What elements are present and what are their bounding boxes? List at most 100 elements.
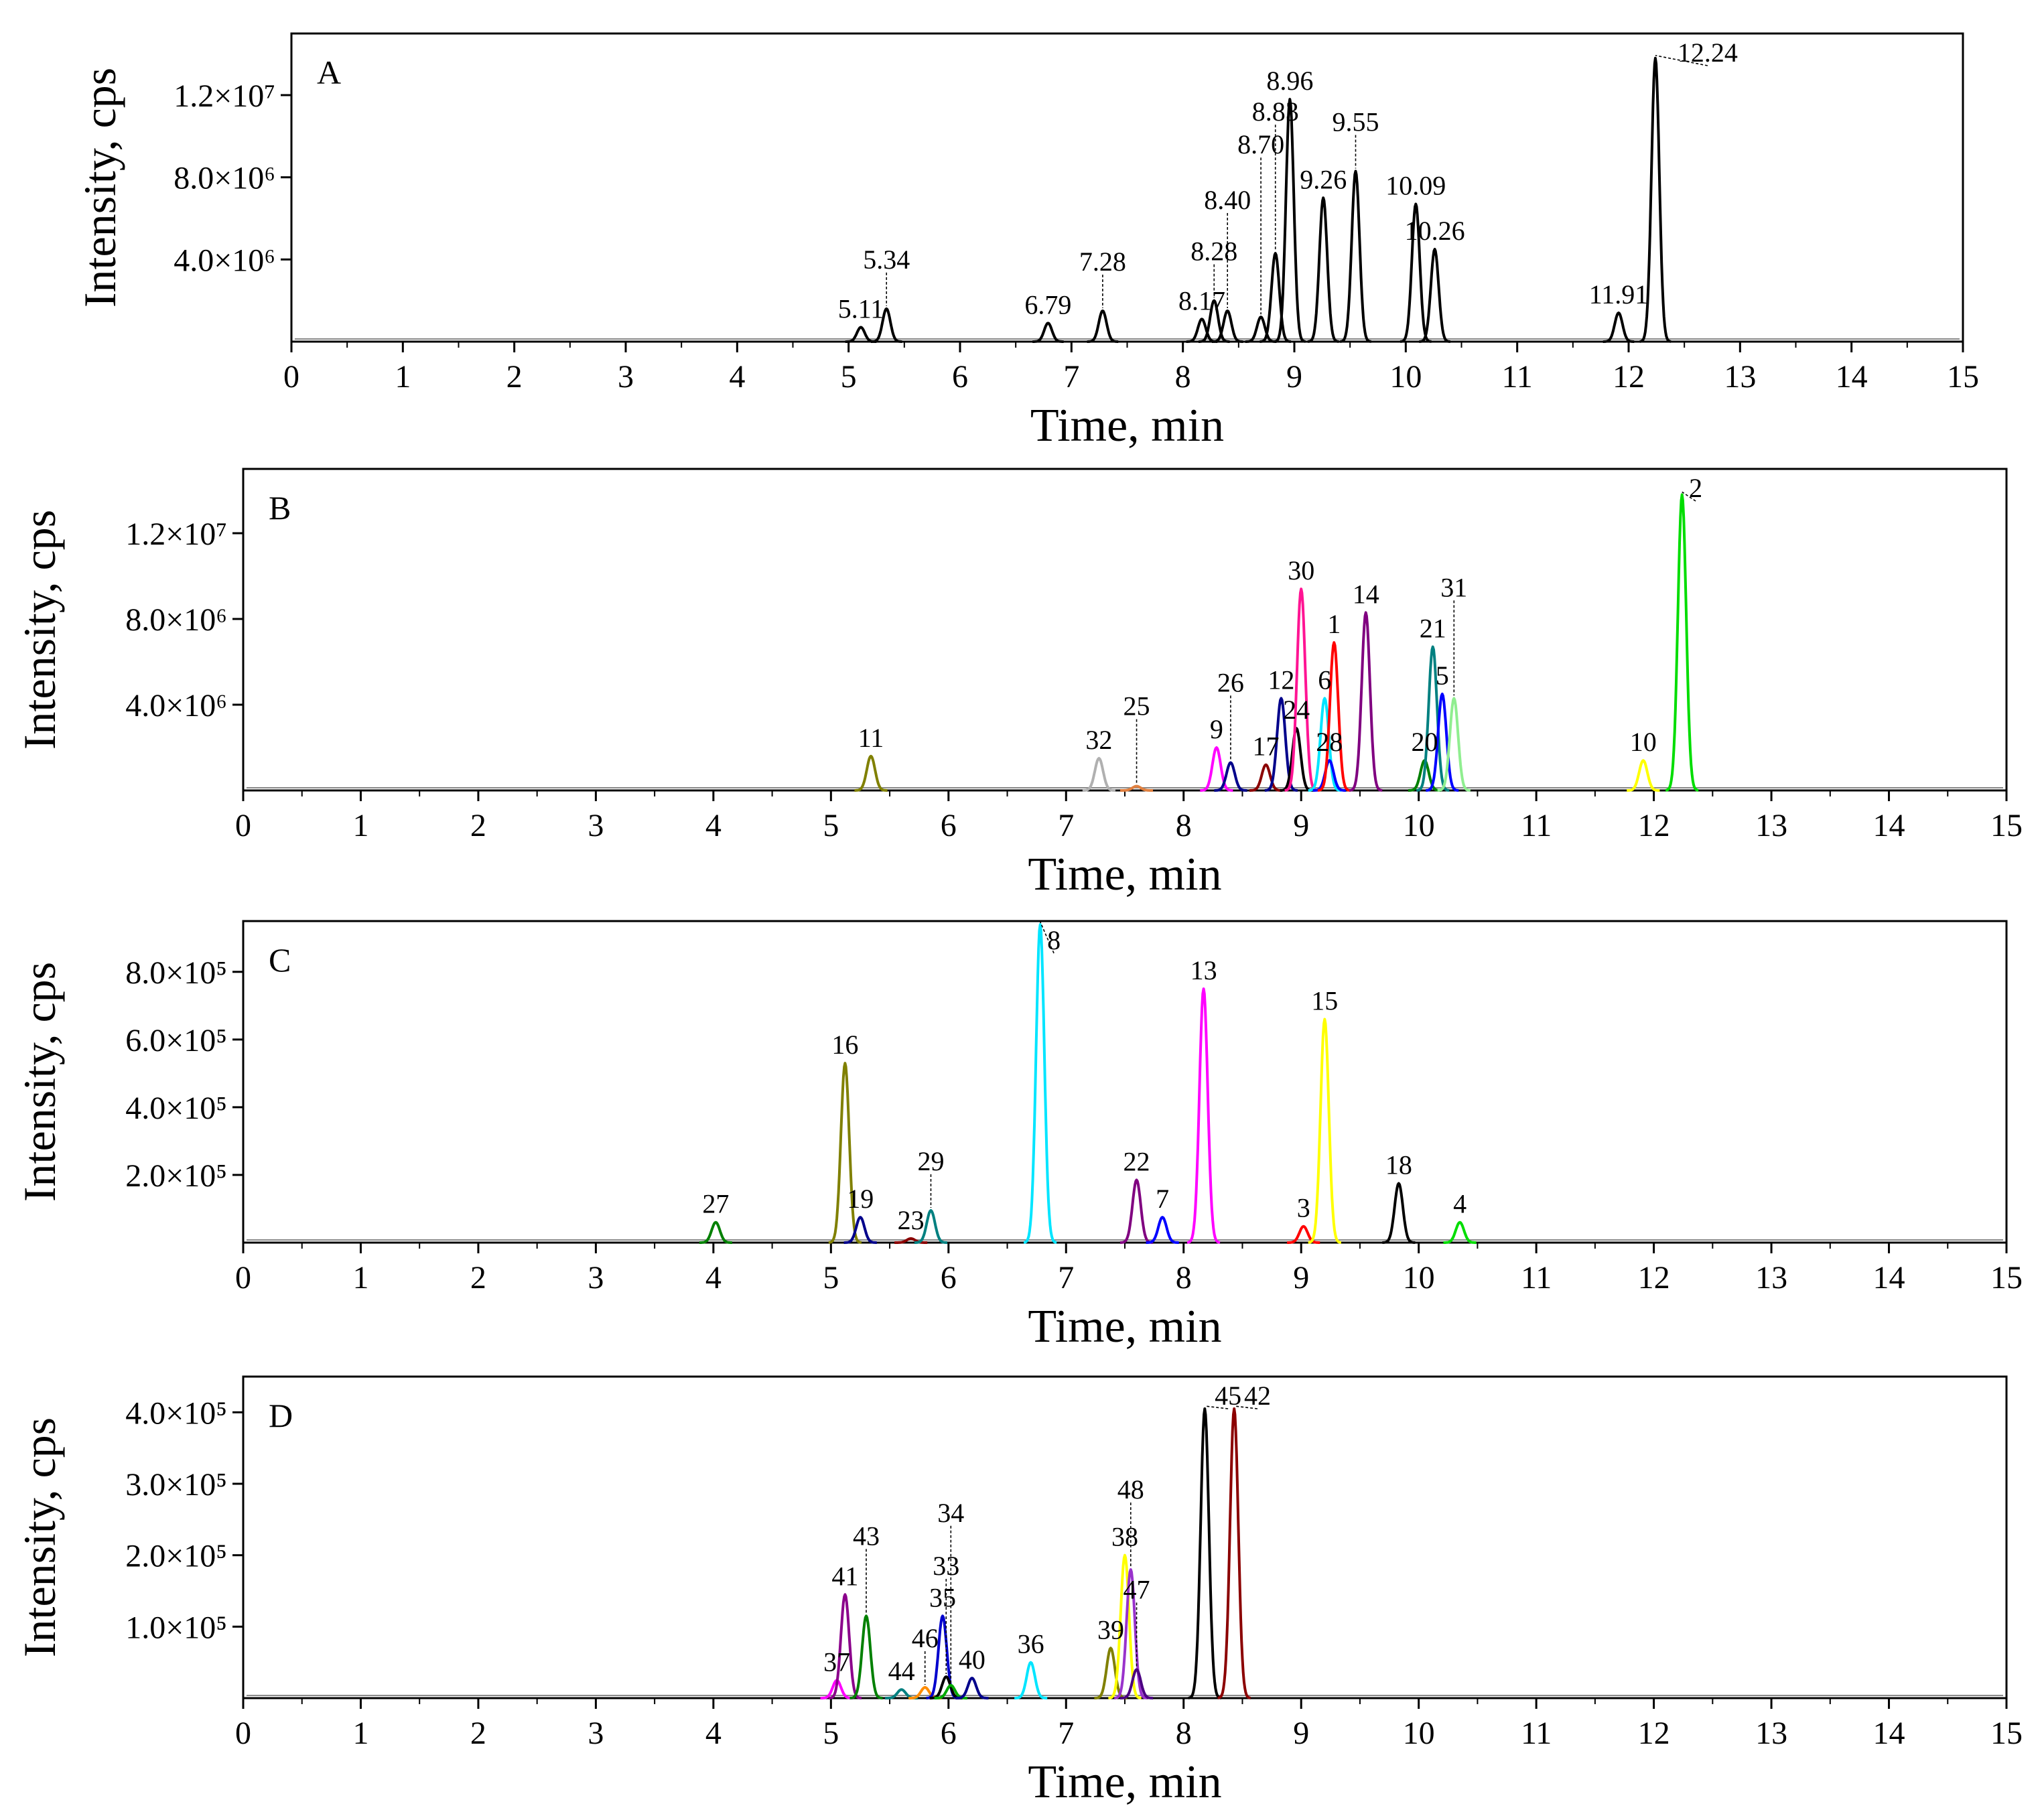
plot-frame [242, 468, 2008, 792]
peak-b-11 [854, 754, 888, 792]
x-axis-title: Time, min [1028, 1301, 1221, 1352]
plot-frame [242, 920, 2008, 1244]
peak-a-12.24 [1639, 56, 1672, 343]
y-tick-label: 2.0×10⁵ [125, 1539, 227, 1574]
peak-label: 4 [1453, 1189, 1467, 1219]
peak-label: 8.40 [1204, 185, 1251, 215]
peak-label: 39 [1097, 1614, 1124, 1645]
x-tick-label: 12 [1638, 808, 1670, 843]
peak-label: 9 [1210, 714, 1223, 744]
y-tick-label: 2.0×10⁵ [125, 1158, 227, 1194]
peak-a-8.96 [1274, 98, 1306, 343]
peak-label: 14 [1353, 579, 1379, 609]
y-tick-label: 1.0×10⁵ [125, 1610, 227, 1645]
x-tick-label: 14 [1873, 808, 1905, 843]
x-tick-label: 7 [1058, 808, 1074, 843]
peak-label: 12.24 [1678, 38, 1738, 68]
x-tick-label: 14 [1873, 1716, 1905, 1751]
x-tick-label: 13 [1755, 808, 1787, 843]
peak-label: 15 [1311, 986, 1338, 1016]
peak-label: 43 [853, 1521, 880, 1551]
x-tick-label: 2 [470, 1260, 486, 1296]
peak-d-36 [1014, 1661, 1048, 1699]
label-leader [1655, 55, 1708, 66]
x-tick-label: 14 [1836, 359, 1868, 395]
x-tick-label: 14 [1873, 1260, 1905, 1296]
x-tick-label: 6 [941, 1260, 957, 1296]
x-tick-label: 11 [1521, 808, 1552, 843]
peak-b-9 [1199, 746, 1234, 792]
peak-a-8.17 [1185, 318, 1219, 343]
y-tick-label: 4.0×10⁵ [125, 1395, 227, 1431]
peak-c-27 [699, 1221, 733, 1244]
peak-b-30 [1284, 587, 1318, 792]
x-tick-label: 3 [588, 1260, 604, 1296]
peak-label: 33 [933, 1551, 959, 1581]
peak-b-26 [1213, 761, 1248, 792]
peak-label: 10.09 [1385, 171, 1446, 201]
x-tick-label: 2 [470, 1716, 486, 1751]
peak-label: 34 [937, 1498, 964, 1528]
panel-label: C [269, 941, 291, 979]
peak-c-3 [1286, 1225, 1320, 1244]
peak-c-4 [1442, 1221, 1477, 1244]
x-tick-label: 0 [235, 808, 251, 843]
x-tick-label: 15 [1947, 359, 1979, 395]
peak-label: 44 [888, 1656, 915, 1686]
peak-b-6 [1308, 697, 1342, 792]
peak-d-43 [849, 1614, 884, 1699]
x-tick-label: 10 [1403, 1260, 1435, 1296]
peak-label: 46 [912, 1623, 939, 1653]
peak-c-23 [894, 1237, 928, 1244]
peak-a-8.40 [1211, 309, 1244, 343]
peak-label: 26 [1217, 667, 1244, 697]
peak-a-11.91 [1602, 311, 1635, 343]
peak-d-42 [1217, 1407, 1251, 1699]
peak-c-18 [1381, 1182, 1416, 1244]
x-tick-label: 9 [1293, 1716, 1309, 1751]
peak-d-48 [1113, 1568, 1148, 1699]
x-tick-label: 2 [470, 808, 486, 843]
peak-label: 9.55 [1332, 107, 1379, 137]
x-tick-label: 1 [352, 1260, 368, 1296]
peak-a-8.70 [1245, 316, 1278, 343]
peak-label: 48 [1117, 1474, 1144, 1505]
peak-label: 29 [917, 1146, 944, 1176]
peak-c-29 [914, 1209, 948, 1244]
peak-c-7 [1145, 1216, 1180, 1244]
x-tick-label: 2 [506, 359, 523, 395]
peak-label: 12 [1268, 665, 1294, 695]
y-axis-title: Intensity, cps [14, 510, 65, 750]
peak-b-2 [1665, 493, 1699, 792]
x-tick-label: 7 [1058, 1260, 1074, 1296]
peak-label: 38 [1111, 1522, 1138, 1552]
x-tick-label: 11 [1521, 1716, 1552, 1751]
x-tick-label: 0 [235, 1716, 251, 1751]
peak-label: 5.34 [863, 245, 910, 275]
peak-label: 37 [823, 1647, 850, 1677]
panel-label: B [269, 489, 291, 527]
peak-label: 27 [702, 1189, 729, 1219]
peak-c-19 [843, 1216, 878, 1244]
peak-label: 20 [1411, 727, 1438, 757]
peak-label: 8.83 [1252, 96, 1299, 127]
x-tick-label: 9 [1293, 808, 1309, 843]
peak-label: 35 [929, 1582, 956, 1612]
peak-c-16 [828, 1062, 862, 1244]
peak-label: 11 [858, 723, 884, 753]
peak-a-8.28 [1198, 299, 1231, 343]
peak-label: 31 [1440, 572, 1467, 602]
x-tick-label: 0 [283, 359, 299, 395]
x-tick-label: 10 [1403, 808, 1435, 843]
peak-label: 45 [1215, 1381, 1241, 1411]
x-tick-label: 1 [352, 808, 368, 843]
x-tick-label: 15 [1990, 808, 2023, 843]
x-tick-label: 0 [235, 1260, 251, 1296]
x-tick-label: 15 [1990, 1716, 2023, 1751]
peak-label: 8.17 [1178, 285, 1225, 316]
y-tick-label: 4.0×10⁶ [174, 242, 275, 278]
x-axis-title: Time, min [1028, 1756, 1221, 1808]
peak-label: 30 [1288, 555, 1314, 585]
peak-label: 6 [1318, 665, 1331, 695]
